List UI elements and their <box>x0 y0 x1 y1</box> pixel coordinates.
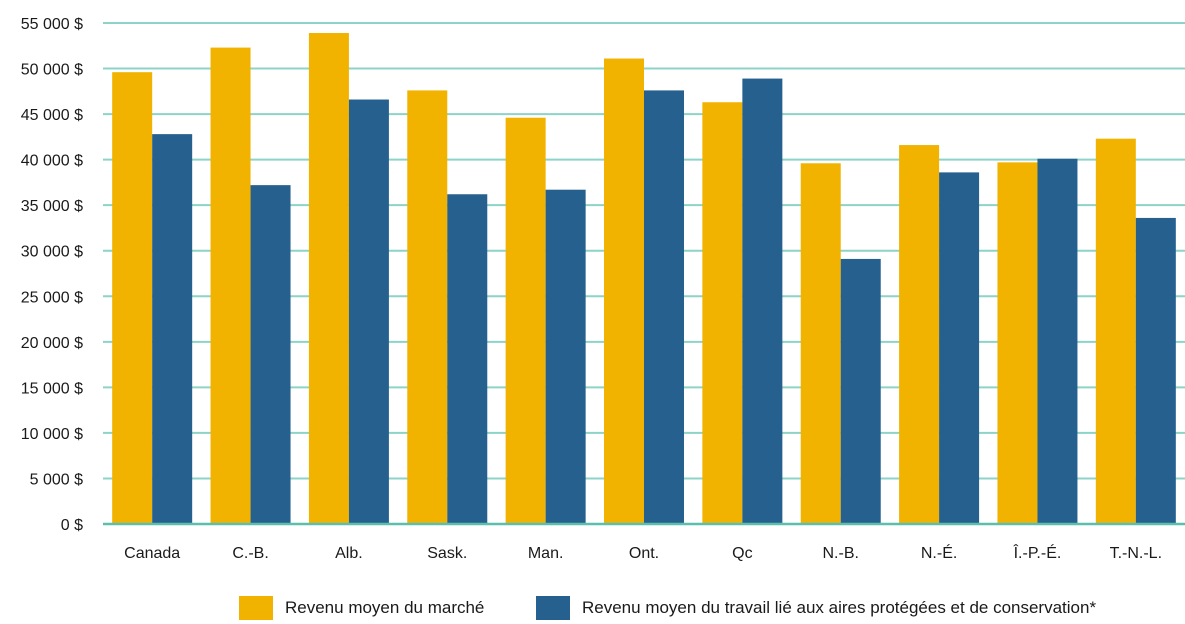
bar-protected-5 <box>644 90 684 524</box>
y-tick-label: 20 000 $ <box>21 335 83 352</box>
legend-swatch-protected <box>536 596 570 620</box>
y-tick-label: 25 000 $ <box>21 289 83 306</box>
legend-swatch-market <box>239 596 273 620</box>
y-tick-label: 40 000 $ <box>21 153 83 170</box>
bar-protected-3 <box>447 194 488 524</box>
y-tick-label: 50 000 $ <box>21 62 83 79</box>
bar-market-8 <box>899 145 940 524</box>
bar-protected-9 <box>1037 158 1078 524</box>
bar-market-10 <box>1095 138 1136 524</box>
x-tick-label: C.-B. <box>232 545 268 562</box>
bar-protected-10 <box>1135 217 1176 524</box>
bar-protected-4 <box>545 189 586 525</box>
x-tick-label: Î.-P.-É. <box>1013 543 1062 562</box>
legend-label-market: Revenu moyen du marché <box>285 598 485 617</box>
bar-protected-7 <box>840 258 881 524</box>
x-tick-label: Ont. <box>629 545 659 562</box>
x-tick-label: T.-N.-L. <box>1110 545 1162 562</box>
x-tick-label: Sask. <box>427 545 467 562</box>
bar-market-7 <box>800 163 841 524</box>
x-tick-label: N.-É. <box>921 543 957 562</box>
bar-protected-0 <box>152 134 193 524</box>
bar-protected-2 <box>348 99 389 525</box>
y-axis-ticks: 0 $ 5 000 $ 10 000 $ 15 000 $ 20 000 $ 25 000… <box>21 16 83 534</box>
y-tick-label: 0 $ <box>61 517 83 534</box>
y-tick-label: 55 000 $ <box>21 16 83 33</box>
bar-market-1 <box>210 47 251 525</box>
y-tick-label: 30 000 $ <box>21 244 83 261</box>
bar-market-3 <box>407 90 448 524</box>
x-tick-label: Alb. <box>335 545 363 562</box>
bar-market-5 <box>604 58 644 525</box>
bar-market-2 <box>308 33 349 525</box>
bar-protected-8 <box>939 172 980 524</box>
y-tick-label: 15 000 $ <box>21 380 83 397</box>
legend-item-market-income: Revenu moyen du marché <box>239 596 484 620</box>
x-tick-label: Qc <box>732 545 752 562</box>
legend-label-protected: Revenu moyen du travail lié aux aires pr… <box>582 598 1097 617</box>
bar-protected-1 <box>250 185 291 524</box>
bar-protected-6 <box>742 78 783 524</box>
y-tick-label: 5 000 $ <box>30 471 83 488</box>
y-tick-label: 35 000 $ <box>21 198 83 215</box>
x-tick-label: N.-B. <box>823 545 859 562</box>
bar-market-4 <box>505 117 546 524</box>
bars <box>112 33 1176 525</box>
x-tick-label: Canada <box>124 545 180 562</box>
bar-market-6 <box>702 102 743 525</box>
bar-market-0 <box>112 72 153 525</box>
y-tick-label: 45 000 $ <box>21 107 83 124</box>
y-tick-label: 10 000 $ <box>21 426 83 443</box>
legend-item-protected-areas-income: Revenu moyen du travail lié aux aires pr… <box>536 596 1096 620</box>
x-axis-ticks: Canada C.-B. Alb. Sask. Man. Ont. Qc N.-B. N.-É.… <box>124 543 1162 562</box>
bar-market-9 <box>997 162 1038 525</box>
x-tick-label: Man. <box>528 545 564 562</box>
